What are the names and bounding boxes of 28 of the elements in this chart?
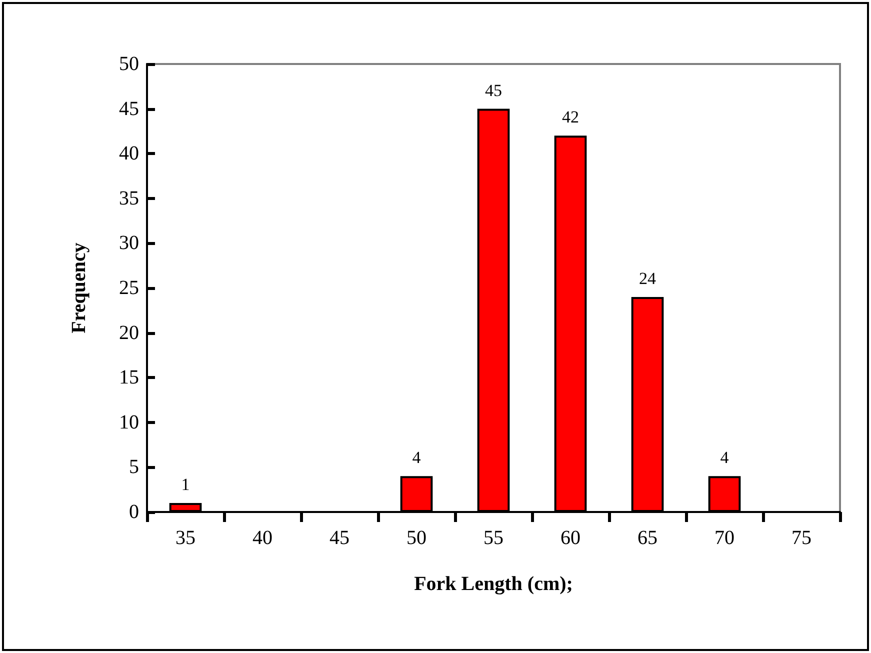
x-tick-label: 40 xyxy=(252,527,272,549)
y-tick-label: 35 xyxy=(119,187,139,210)
data-label: 4 xyxy=(412,448,422,468)
x-tick-label: 35 xyxy=(176,527,196,549)
x-axis-title: Fork Length (cm); xyxy=(414,573,573,595)
y-tick-label: 15 xyxy=(119,366,139,389)
y-axis-title: Frequency xyxy=(68,242,90,334)
x-tick-label: 75 xyxy=(792,527,812,549)
y-tick-label: 10 xyxy=(119,411,139,434)
x-tick-label: 45 xyxy=(330,527,350,549)
x-tick-label: 70 xyxy=(714,527,734,549)
data-label: 42 xyxy=(562,108,579,127)
y-tick-label: 25 xyxy=(119,277,139,299)
x-tick-label: 60 xyxy=(560,527,580,549)
data-label: 4 xyxy=(720,448,730,468)
data-label: 24 xyxy=(639,268,656,288)
data-label: 1 xyxy=(181,475,190,494)
y-tick-label: 30 xyxy=(119,232,139,254)
y-tick-label: 50 xyxy=(119,53,139,75)
y-tick-label: 5 xyxy=(129,456,139,478)
x-tick-label: 50 xyxy=(406,527,426,549)
data-label: 45 xyxy=(485,80,502,100)
y-tick-label: 40 xyxy=(119,142,139,165)
x-tick-label: 55 xyxy=(484,527,504,549)
y-tick-label: 0 xyxy=(129,501,139,523)
y-tick-label: 45 xyxy=(119,98,139,120)
x-tick-label: 65 xyxy=(638,527,658,549)
y-tick-label: 20 xyxy=(119,322,139,344)
